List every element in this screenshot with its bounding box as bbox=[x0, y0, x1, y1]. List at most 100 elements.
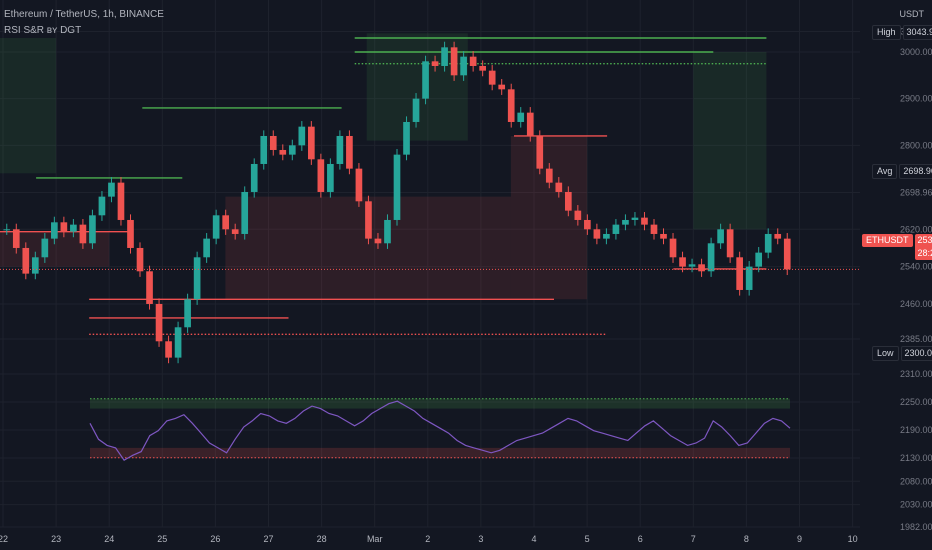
y-tick-label: 2385.00 bbox=[900, 334, 932, 344]
candle-body bbox=[231, 229, 239, 234]
y-tick-label: 2310.00 bbox=[900, 369, 932, 379]
candle-body bbox=[327, 163, 334, 192]
candle-body bbox=[622, 219, 629, 225]
currency-label[interactable]: USDT bbox=[899, 9, 925, 19]
candle-body bbox=[403, 121, 410, 155]
candle-body bbox=[269, 135, 277, 150]
candle-body bbox=[241, 191, 249, 234]
candle-body bbox=[679, 257, 686, 267]
y-tick-label: 2698.96 bbox=[900, 187, 932, 197]
x-tick-label: 9 bbox=[797, 534, 802, 544]
x-tick-label: 7 bbox=[691, 534, 696, 544]
rsi-panel bbox=[89, 398, 791, 461]
y-tick-label: 2460.00 bbox=[900, 299, 932, 309]
low-label: Low bbox=[872, 346, 899, 361]
y-tick-label: 2800.00 bbox=[900, 140, 932, 150]
candle-body bbox=[117, 182, 125, 220]
candle-body bbox=[441, 47, 448, 66]
last-label: ETHUSDT bbox=[862, 234, 913, 247]
candle-body bbox=[98, 196, 106, 216]
candle-body bbox=[783, 238, 791, 270]
candle-body bbox=[450, 47, 458, 76]
candle-body bbox=[707, 243, 715, 272]
candle-body bbox=[203, 238, 210, 258]
time-axis: 22 23 24 25 26 27 28 Mar 2 3 4 5 6 7 8 9 10 bbox=[0, 534, 858, 544]
candle-body bbox=[612, 224, 620, 234]
candle-body bbox=[12, 229, 20, 248]
candle-body bbox=[507, 89, 515, 122]
candle-body bbox=[574, 210, 582, 220]
x-tick-label: 22 bbox=[0, 534, 8, 544]
x-tick-label: 3 bbox=[478, 534, 483, 544]
x-tick-label: Mar bbox=[367, 534, 383, 544]
candle-body bbox=[717, 229, 724, 244]
candle-body bbox=[70, 224, 77, 232]
candle-body bbox=[3, 229, 11, 231]
candle-body bbox=[60, 222, 68, 232]
y-tick-label: 2030.00 bbox=[900, 500, 932, 510]
avg-label: Avg bbox=[872, 164, 898, 179]
x-tick-label: 4 bbox=[531, 534, 536, 544]
candle-body bbox=[564, 191, 572, 211]
candle-body bbox=[41, 238, 49, 258]
candle-body bbox=[79, 224, 87, 244]
candle-body bbox=[650, 224, 658, 234]
candle-body bbox=[250, 163, 258, 192]
candle-body bbox=[698, 264, 705, 272]
candle-body bbox=[146, 271, 153, 304]
candle-body bbox=[165, 341, 172, 358]
rsi-oversold-band bbox=[90, 447, 790, 458]
candle-body bbox=[745, 266, 753, 290]
x-tick-label: 2 bbox=[425, 534, 430, 544]
x-tick-label: 28 bbox=[317, 534, 327, 544]
x-tick-label: 26 bbox=[210, 534, 220, 544]
indicator-legend[interactable]: RSI S&R ʙʏ DGT bbox=[4, 25, 82, 36]
candle-body bbox=[755, 252, 763, 267]
bar-countdown: 28:27 bbox=[917, 248, 932, 258]
candle-body bbox=[545, 168, 553, 183]
candle-body bbox=[212, 215, 220, 239]
candle-body bbox=[51, 222, 58, 239]
resistance-zone bbox=[0, 37, 57, 174]
candle-body bbox=[127, 219, 134, 248]
last-price-tag: ETHUSDT 2534.08 28:27 bbox=[862, 234, 932, 262]
candle-body bbox=[393, 154, 401, 220]
candle-body bbox=[184, 299, 191, 328]
candle-body bbox=[431, 61, 439, 66]
candle-body bbox=[193, 257, 201, 300]
candle-body bbox=[412, 98, 420, 122]
candle-body bbox=[317, 159, 325, 192]
price-axis: 3043.91 3000.00 2900.00 2800.00 2698.96 2620.… bbox=[900, 27, 932, 532]
x-tick-label: 6 bbox=[638, 534, 643, 544]
y-tick-label: 2080.00 bbox=[900, 476, 932, 486]
candle-body bbox=[774, 233, 782, 239]
candle-body bbox=[603, 233, 610, 239]
y-tick-label: 2620.00 bbox=[900, 224, 932, 234]
high-label: High bbox=[872, 25, 901, 40]
candle-body bbox=[517, 112, 525, 122]
candle-body bbox=[488, 70, 496, 85]
high-value: 3043.91 bbox=[902, 25, 932, 40]
symbol-legend[interactable]: Ethereum / TetherUS, 1h, BINANCE bbox=[4, 9, 164, 20]
x-tick-label: 5 bbox=[585, 534, 590, 544]
candle-body bbox=[764, 233, 772, 253]
candle-body bbox=[526, 112, 534, 136]
candle-body bbox=[460, 56, 467, 76]
candle-body bbox=[688, 264, 696, 267]
resistance-zone bbox=[693, 51, 767, 230]
candle-body bbox=[384, 219, 391, 244]
candle-body bbox=[346, 135, 353, 169]
candle-body bbox=[355, 168, 363, 202]
y-tick-label: 2190.00 bbox=[900, 425, 932, 435]
candle-body bbox=[631, 217, 639, 220]
y-tick-label: 2540.00 bbox=[900, 262, 932, 272]
x-tick-label: 27 bbox=[263, 534, 273, 544]
candle-body bbox=[374, 238, 382, 244]
candle-body bbox=[288, 145, 296, 155]
candle-body bbox=[260, 135, 268, 164]
candle-body bbox=[365, 201, 372, 239]
